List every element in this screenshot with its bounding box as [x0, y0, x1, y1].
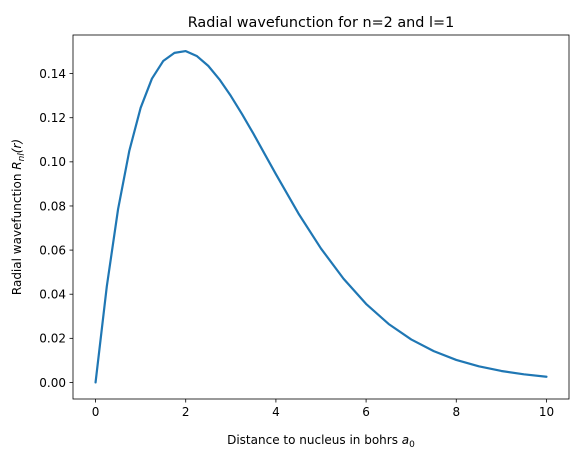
y-tick-label: 0.02	[39, 332, 66, 346]
x-tick-label: 0	[92, 405, 100, 419]
y-axis: 0.00 0.02 0.04 0.06 0.08 0.10 0.12 0.14	[39, 67, 73, 390]
x-tick-label: 2	[182, 405, 190, 419]
y-axis-label: Radial wavefunction Rnl(r)	[10, 139, 27, 295]
axes-frame	[72, 34, 570, 400]
y-tick-label: 0.12	[39, 111, 66, 125]
y-tick-label: 0.06	[39, 243, 66, 257]
x-tick-label: 10	[539, 405, 554, 419]
x-tick-label: 6	[362, 405, 370, 419]
y-tick-label: 0.10	[39, 155, 66, 169]
y-tick-label: 0.04	[39, 288, 66, 302]
y-tick-label: 0.14	[39, 67, 66, 81]
series-line	[94, 50, 548, 384]
chart-title: Radial wavefunction for n=2 and l=1	[188, 15, 454, 31]
plot-area	[94, 50, 548, 384]
x-axis-label: Distance to nucleus in bohrs a0	[227, 433, 415, 450]
y-tick-label: 0.00	[39, 376, 66, 390]
x-tick-label: 4	[272, 405, 280, 419]
y-tick-label: 0.08	[39, 199, 66, 213]
x-tick-label: 8	[452, 405, 460, 419]
x-axis: 0 2 4 6 8 10	[92, 399, 554, 419]
